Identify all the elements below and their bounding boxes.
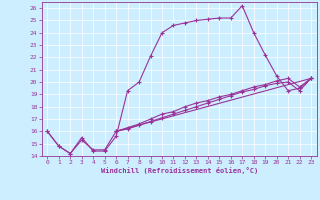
X-axis label: Windchill (Refroidissement éolien,°C): Windchill (Refroidissement éolien,°C) [100, 167, 258, 174]
